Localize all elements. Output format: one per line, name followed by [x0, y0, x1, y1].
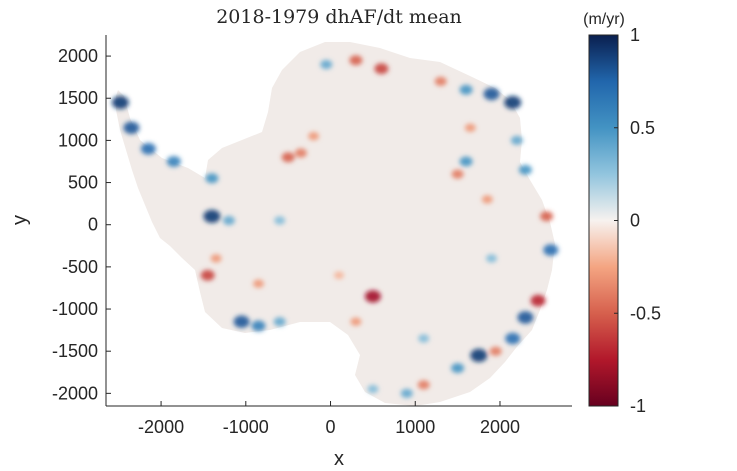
y-axis: 2000 1500 1000 500 0 -500 -1000 -1500 -2000: [52, 35, 111, 406]
anomaly-patch: [166, 156, 181, 167]
x-axis: -2000 -1000 0 1000 2000: [106, 401, 572, 437]
anomaly-patch: [123, 121, 140, 134]
anomaly-patch: [210, 254, 222, 263]
x-tick-label: 1000: [395, 417, 435, 437]
anomaly-patch: [451, 169, 464, 179]
anomaly-patch: [517, 311, 534, 324]
anomaly-patch: [481, 195, 493, 204]
anomaly-patch: [459, 156, 473, 167]
anomaly-patch: [273, 317, 286, 327]
y-tick-label: -500: [62, 257, 98, 277]
anomaly-patch: [251, 320, 266, 332]
anomaly-patch: [367, 384, 379, 394]
anomaly-patch: [483, 87, 500, 101]
anomaly-patch: [400, 388, 413, 398]
anomaly-patch: [320, 59, 333, 70]
y-tick-label: -1500: [52, 341, 98, 361]
anomaly-patch: [464, 123, 476, 132]
anomaly-patch: [334, 271, 344, 280]
x-tick-label: 2000: [480, 417, 520, 437]
anomaly-patch: [418, 334, 430, 343]
anomaly-patch: [233, 315, 250, 328]
anomaly-patch: [200, 269, 215, 281]
colorbar-gradient: [588, 34, 619, 407]
anomaly-patch: [140, 143, 156, 155]
antarctica-map: [111, 42, 559, 406]
anomaly-patch: [111, 95, 129, 110]
y-tick-label: -1000: [52, 299, 98, 319]
colorbar-tick-label: 0: [630, 211, 640, 231]
x-tick-label: 0: [326, 417, 336, 437]
anomaly-patch: [222, 215, 235, 226]
anomaly-patch: [540, 211, 554, 222]
anomaly-patch: [253, 279, 264, 288]
anomaly-patch: [434, 76, 447, 86]
anomaly-patch: [505, 332, 521, 345]
y-tick-label: -2000: [52, 383, 98, 403]
y-tick-label: 1000: [58, 130, 98, 150]
anomaly-patch: [364, 290, 381, 303]
y-axis-label: y: [9, 215, 31, 225]
y-tick-label: 1500: [58, 88, 98, 108]
x-tick-label: -2000: [138, 417, 184, 437]
anomaly-patch: [504, 95, 522, 110]
x-tick-label: -1000: [223, 417, 269, 437]
x-axis-label: x: [334, 448, 344, 470]
colorbar-tick-label: -0.5: [630, 303, 661, 323]
colorbar-tick-label: 0.5: [630, 118, 655, 138]
y-tick-label: 2000: [58, 46, 98, 66]
anomaly-patch: [489, 346, 502, 356]
anomaly-patch: [417, 380, 430, 390]
anomaly-patch: [205, 173, 219, 184]
anomaly-patch: [518, 164, 532, 175]
anomaly-patch: [281, 152, 295, 163]
y-tick-label: 0: [88, 215, 98, 235]
anomaly-patch: [451, 363, 465, 374]
anomaly-patch: [543, 244, 559, 256]
anomaly-patch: [350, 317, 362, 326]
anomaly-patch: [294, 148, 307, 158]
anomaly-patch: [349, 55, 363, 66]
anomaly-patch: [374, 63, 389, 75]
anomaly-patch: [486, 254, 497, 263]
continent-shape: [116, 42, 555, 406]
anomaly-patch: [274, 216, 286, 225]
y-tick-label: 500: [68, 173, 98, 193]
anomaly-patch: [459, 84, 473, 95]
anomaly-patch: [203, 209, 221, 223]
anomaly-patch: [308, 132, 320, 141]
anomaly-patch: [470, 348, 488, 362]
colorbar-unit-label: (m/yr): [583, 11, 625, 28]
anomaly-patch: [530, 294, 546, 307]
anomaly-layer: [111, 55, 559, 398]
anomaly-patch: [510, 135, 523, 145]
colorbar: (m/yr) 1 0.5 0 -0.5 -1: [583, 11, 661, 416]
colorbar-tick-label: 1: [630, 25, 640, 45]
chart-title: 2018-1979 dhAF/dt mean: [216, 6, 462, 28]
colorbar-tick-label: -1: [630, 396, 646, 416]
